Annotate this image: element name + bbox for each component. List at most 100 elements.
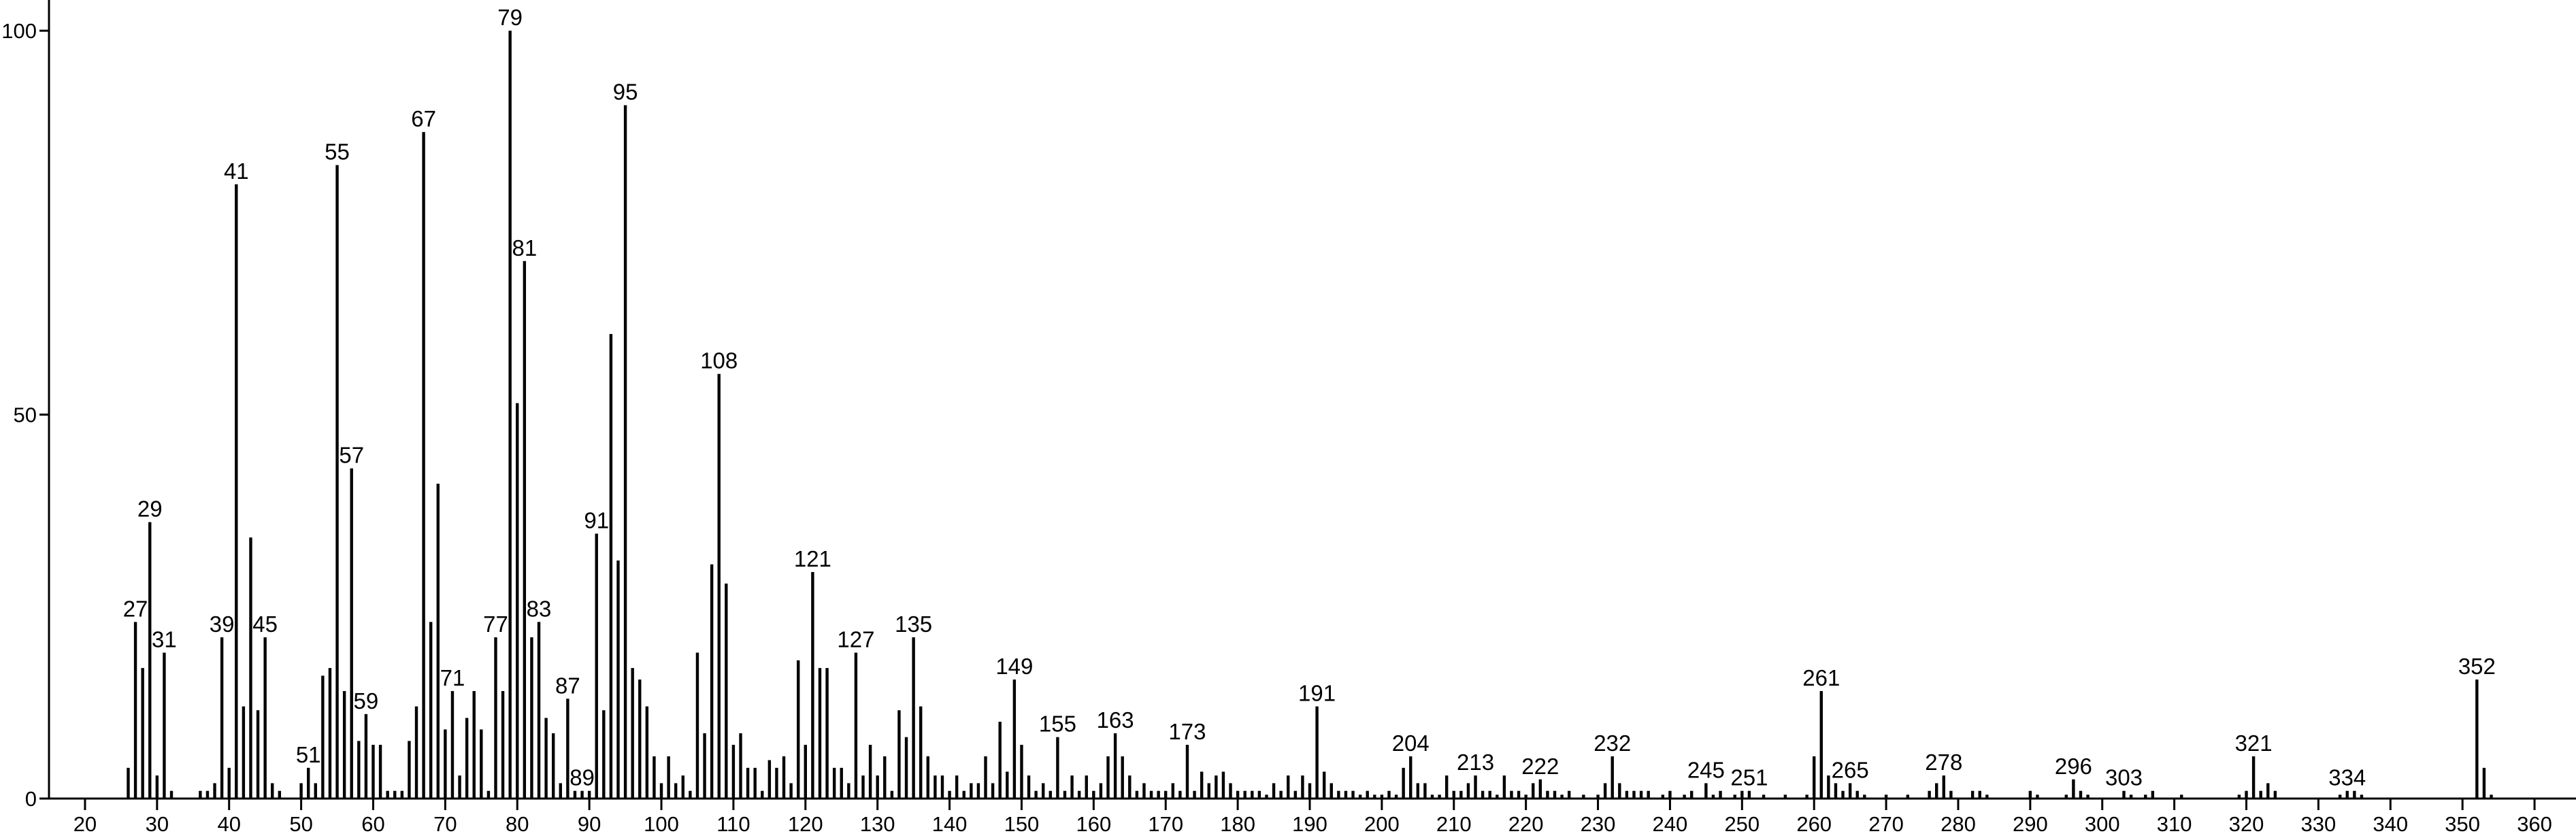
x-tick-label: 340	[2373, 812, 2408, 836]
peak	[2259, 790, 2262, 799]
peak	[1459, 790, 1463, 799]
peak	[1805, 794, 1809, 799]
peak	[1488, 790, 1491, 799]
x-tick-label: 160	[1076, 812, 1111, 836]
peak	[2129, 794, 2133, 799]
peak	[1863, 794, 1866, 799]
peak	[1978, 790, 1981, 799]
peak	[205, 790, 210, 799]
peak	[1928, 790, 1931, 799]
peak	[1265, 794, 1268, 799]
peak	[1639, 790, 1643, 799]
x-tick-label: 30	[146, 812, 169, 836]
peak	[753, 767, 757, 799]
peak	[782, 756, 786, 799]
peak	[1164, 790, 1168, 799]
peak-label: 39	[210, 611, 235, 637]
peak	[998, 722, 1002, 799]
peak	[883, 756, 887, 799]
peak	[342, 690, 346, 799]
peak	[1409, 756, 1413, 799]
peak-label: 45	[252, 611, 278, 637]
peak	[1949, 790, 1953, 799]
peak	[746, 767, 750, 799]
peak-label: 321	[2235, 731, 2273, 756]
peak	[573, 790, 577, 799]
x-tick-label: 60	[361, 812, 384, 836]
peak	[1430, 794, 1434, 799]
peak	[393, 790, 397, 799]
peak	[1444, 775, 1449, 799]
peak-label: 163	[1097, 707, 1134, 733]
peak-label: 127	[837, 627, 874, 652]
peak	[847, 783, 851, 799]
peak	[1200, 771, 1204, 799]
x-tick-label: 220	[1508, 812, 1544, 836]
peak	[1625, 790, 1629, 799]
peak	[386, 790, 389, 799]
peak	[1366, 790, 1369, 799]
peak	[263, 637, 267, 799]
peak	[1834, 783, 1838, 799]
peak	[1935, 783, 1938, 799]
peak	[1257, 790, 1261, 799]
x-tick-label: 180	[1220, 812, 1255, 836]
peak-label: 59	[354, 688, 379, 714]
x-tick-label: 170	[1148, 812, 1183, 836]
peak	[1416, 783, 1420, 799]
peak	[1827, 775, 1830, 799]
peak	[472, 690, 476, 799]
peak	[1762, 794, 1766, 799]
peak-label: 91	[584, 508, 609, 533]
peak	[1747, 790, 1751, 799]
peak-label: 71	[440, 665, 465, 690]
peak	[1546, 790, 1549, 799]
peak	[2360, 794, 2364, 799]
peak-label: 95	[613, 80, 638, 105]
peak	[1351, 790, 1355, 799]
peak	[2072, 779, 2075, 799]
peak	[695, 652, 699, 799]
peak-label: 135	[895, 611, 932, 637]
peak	[1524, 794, 1528, 799]
peak	[1042, 783, 1045, 799]
peak	[133, 622, 137, 799]
peak	[1510, 790, 1513, 799]
peak	[876, 775, 879, 799]
peak	[465, 718, 469, 799]
x-tick-label: 190	[1292, 812, 1327, 836]
peak	[1942, 775, 1945, 799]
peak	[1783, 794, 1787, 799]
x-tick-label: 240	[1653, 812, 1688, 836]
peak	[508, 31, 512, 799]
peak	[2338, 794, 2342, 799]
peak	[890, 790, 894, 799]
peak	[1841, 790, 1845, 799]
peak-label: 29	[137, 497, 163, 522]
peak-label: 81	[512, 235, 537, 261]
peak	[970, 783, 973, 799]
x-tick-label: 140	[932, 812, 968, 836]
peak	[1380, 794, 1384, 799]
peak	[934, 775, 937, 799]
peak	[1171, 783, 1175, 799]
peak	[458, 775, 461, 799]
peak	[897, 710, 901, 799]
peak	[1373, 794, 1376, 799]
peak	[321, 675, 325, 799]
peak	[2028, 790, 2032, 799]
peak	[739, 733, 742, 799]
peak	[480, 729, 483, 799]
peak	[2122, 790, 2126, 799]
peak	[1063, 790, 1067, 799]
peak	[350, 468, 353, 799]
peak	[163, 652, 166, 799]
peak	[1689, 790, 1694, 799]
peak	[868, 744, 872, 799]
peak	[552, 733, 555, 799]
x-tick-label: 130	[860, 812, 895, 836]
y-tick-label: 0	[25, 787, 37, 811]
peak	[1906, 794, 1910, 799]
peak	[1423, 783, 1427, 799]
peak	[659, 783, 663, 799]
